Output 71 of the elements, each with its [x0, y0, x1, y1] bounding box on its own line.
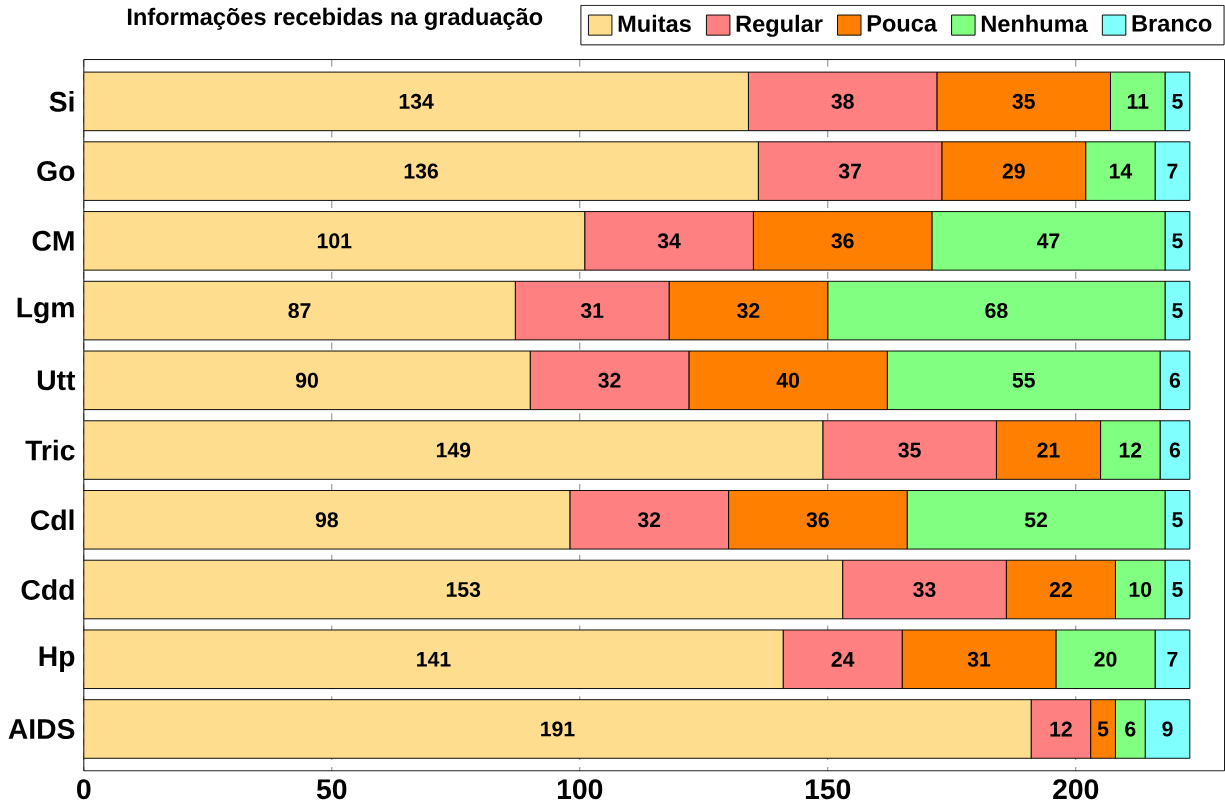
y-tick-label: Utt	[37, 370, 76, 391]
y-tick-label: Hp	[39, 646, 75, 672]
data-label: 7	[1167, 651, 1178, 667]
data-label: 10	[1129, 581, 1152, 598]
data-label: 134	[399, 93, 434, 109]
data-label: 32	[637, 512, 661, 528]
data-label: 5	[1172, 512, 1183, 528]
chart-title: Informações recebidas na graduação	[127, 7, 543, 30]
data-label: 47	[1037, 233, 1060, 249]
data-label: 36	[806, 512, 829, 528]
x-tick-label: 100	[557, 779, 603, 800]
y-tick-label: AIDS	[8, 718, 75, 739]
data-label: 5	[1097, 721, 1109, 737]
data-label: 90	[295, 372, 318, 388]
data-label: 5	[1172, 582, 1183, 597]
y-tick-label: Cdl	[31, 509, 74, 531]
x-tick-label: 50	[316, 779, 347, 800]
y-tick-label: Tric	[25, 439, 75, 461]
data-label: 6	[1125, 721, 1136, 737]
y-tick-label: Si	[49, 90, 74, 112]
x-tick-label: 0	[77, 779, 91, 800]
data-label: 21	[1037, 442, 1060, 458]
data-label: 24	[831, 651, 855, 667]
data-label: 87	[288, 303, 311, 319]
legend-label: Branco	[1132, 15, 1212, 32]
data-label: 52	[1024, 512, 1048, 528]
legend-label: Nenhuma	[981, 14, 1088, 33]
data-label: 22	[1049, 582, 1072, 597]
legend-label: Regular	[736, 14, 823, 37]
data-label: 35	[1012, 93, 1035, 109]
y-tick-label: CM	[32, 230, 74, 251]
data-label: 5	[1172, 303, 1183, 318]
data-label: 31	[580, 303, 604, 319]
data-label: 29	[1002, 163, 1025, 179]
data-label: 55	[1012, 372, 1035, 388]
data-label: 6	[1169, 372, 1181, 388]
data-label: 14	[1109, 163, 1133, 179]
data-label: 12	[1119, 442, 1142, 458]
data-label: 98	[315, 512, 338, 528]
y-tick-label: Go	[37, 161, 75, 182]
data-label: 33	[913, 581, 936, 598]
data-label: 34	[657, 233, 681, 249]
data-label: 12	[1050, 721, 1072, 737]
data-label: 32	[598, 372, 621, 388]
data-label: 36	[831, 233, 854, 249]
data-label: 20	[1094, 651, 1117, 667]
data-label: 68	[985, 303, 1008, 319]
data-label: 6	[1169, 442, 1181, 458]
data-label: 5	[1172, 233, 1183, 249]
data-label: 191	[541, 721, 575, 737]
data-label: 35	[898, 442, 921, 458]
legend-label: Muitas	[618, 14, 691, 33]
data-label: 11	[1127, 94, 1149, 109]
data-label: 37	[838, 163, 861, 179]
y-tick-label: Cdd	[21, 579, 74, 600]
data-label: 9	[1162, 721, 1173, 737]
data-label: 153	[446, 581, 481, 598]
data-label: 40	[776, 372, 800, 388]
data-label: 7	[1167, 163, 1178, 179]
data-label: 31	[967, 651, 991, 667]
x-tick-label: 150	[805, 779, 851, 800]
y-tick-label: Lgm	[17, 297, 74, 324]
legend-label: Pouca	[867, 15, 938, 32]
data-label: 136	[404, 163, 438, 179]
x-tick-label: 200	[1053, 779, 1099, 800]
data-label: 38	[831, 93, 854, 109]
data-label: 101	[317, 233, 352, 249]
data-label: 141	[417, 651, 451, 667]
data-label: 5	[1172, 93, 1183, 109]
data-label: 149	[436, 442, 471, 458]
data-label: 32	[737, 303, 760, 319]
